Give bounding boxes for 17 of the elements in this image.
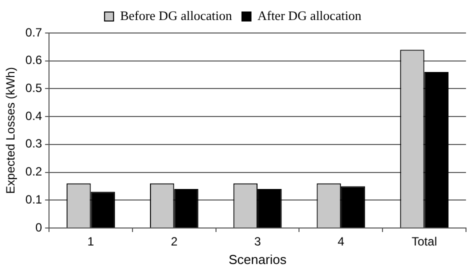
y-tick-label: 0 <box>35 220 42 234</box>
x-tick-label: 4 <box>338 234 345 249</box>
y-tick-label: 0.6 <box>25 53 42 68</box>
legend-label: Before DG allocation <box>120 8 232 23</box>
x-tick-label: Total <box>412 234 437 249</box>
y-tick-label: 0.4 <box>25 108 42 123</box>
y-tick-label: 0.7 <box>25 25 42 40</box>
x-tick-label: 2 <box>170 234 178 249</box>
y-tick-label: 0.1 <box>25 192 42 206</box>
x-tick-label: 3 <box>254 234 262 249</box>
legend-label: After DG allocation <box>257 8 362 23</box>
x-axis-title: Scenarios <box>228 252 287 267</box>
y-tick-label: 0.5 <box>25 81 42 96</box>
y-axis-title: Expected Losses (kWh) <box>4 67 18 194</box>
y-tick-label: 0.2 <box>25 164 42 179</box>
x-tick-label: 1 <box>87 234 94 249</box>
y-tick-label: 0.3 <box>25 136 42 151</box>
